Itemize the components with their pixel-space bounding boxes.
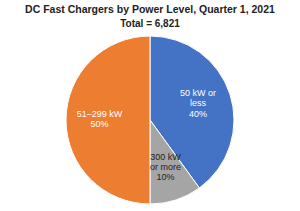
chart: DC Fast Chargers by Power Level, Quarter… [0, 0, 300, 211]
pie [66, 36, 234, 204]
pie-slice [66, 36, 150, 204]
data-label: 50% [91, 119, 109, 129]
chart-container: DC Fast Chargers by Power Level, Quarter… [0, 0, 300, 211]
slice-label: 300 kWor more [150, 152, 181, 172]
title: DC Fast Chargers by Power Level, Quarter… [25, 3, 275, 15]
data-label: 40% [189, 109, 207, 119]
pie-slice [150, 36, 234, 188]
data-label: 10% [157, 172, 175, 182]
subtitle: Total = 6,821 [120, 18, 180, 29]
slice-label: 50 kW orless [180, 89, 216, 109]
data-labels: 50 kW orless40% 300 kWor more10% 51–299 kW… [77, 89, 216, 183]
pie-slice [150, 120, 199, 204]
slice-label: 51–299 kW [77, 109, 123, 119]
